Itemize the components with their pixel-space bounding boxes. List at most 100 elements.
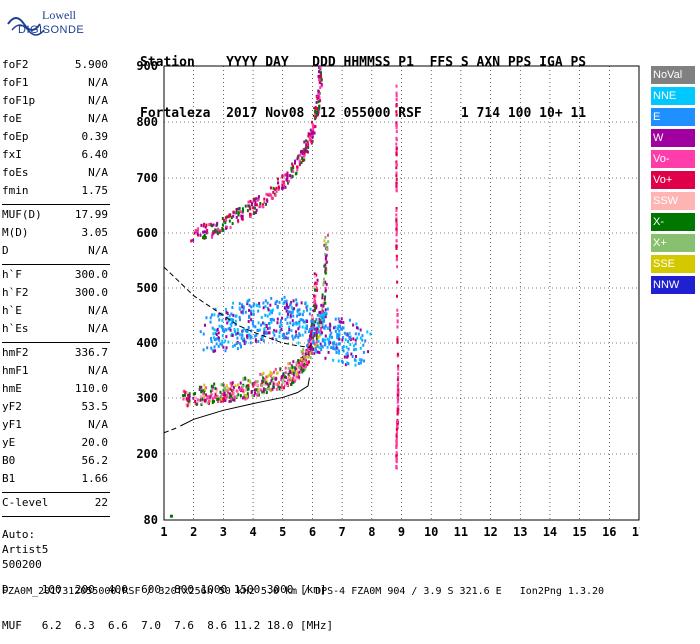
echo-point	[329, 324, 332, 328]
echo-point	[297, 341, 300, 345]
echo-point	[315, 332, 318, 336]
echo-point	[395, 181, 398, 185]
echo-point	[397, 367, 400, 371]
echo-point	[218, 318, 221, 322]
echo-point	[290, 174, 293, 178]
echo-point	[190, 239, 193, 243]
echo-point	[336, 336, 339, 340]
echo-point	[198, 388, 201, 392]
echo-point	[292, 166, 295, 170]
echo-point	[276, 371, 279, 375]
echo-point	[303, 140, 306, 144]
echo-point	[228, 326, 231, 330]
echo-point	[253, 383, 256, 387]
echo-point	[396, 280, 399, 284]
echo-point	[227, 340, 230, 344]
echo-point	[320, 74, 323, 78]
echo-point	[256, 391, 259, 395]
param-row: h`F 300.0	[2, 268, 108, 286]
echo-point	[314, 349, 317, 353]
echo-point	[205, 223, 208, 227]
echo-point	[169, 514, 173, 518]
echo-point	[259, 204, 262, 208]
echo-point	[231, 222, 234, 226]
echo-point	[272, 190, 275, 194]
echo-point	[275, 299, 278, 303]
echo-point	[248, 204, 251, 208]
echo-point	[322, 304, 325, 308]
echo-point	[279, 329, 282, 333]
echo-point	[272, 318, 275, 322]
echo-point	[298, 366, 301, 370]
echo-point	[241, 388, 244, 392]
echo-point	[295, 369, 298, 373]
echo-point	[267, 193, 270, 197]
echo-point	[264, 299, 267, 303]
echo-point	[269, 303, 272, 307]
echo-point	[233, 395, 236, 399]
echo-point	[309, 128, 312, 132]
echo-point	[295, 298, 298, 302]
legend-item-w: W	[651, 129, 695, 147]
echo-point	[292, 337, 295, 341]
echo-point	[319, 81, 322, 85]
echo-point	[395, 206, 398, 210]
echo-point	[284, 371, 287, 375]
echo-point	[316, 321, 319, 325]
echo-point	[244, 310, 247, 314]
echo-point	[269, 186, 272, 190]
echo-point	[194, 402, 197, 406]
echo-point	[225, 389, 228, 393]
echo-point	[291, 319, 294, 323]
echo-point	[241, 384, 244, 388]
echo-point	[396, 320, 399, 324]
param-row: yF2 53.5	[2, 400, 108, 418]
echo-point	[235, 215, 238, 219]
param-value: 300.0	[74, 286, 108, 299]
echo-point	[205, 231, 208, 235]
echo-point	[331, 335, 334, 339]
echo-point	[301, 333, 304, 337]
param-label: M(D)	[2, 226, 29, 239]
echo-point	[232, 210, 235, 214]
echo-point	[265, 331, 268, 335]
echo-point	[198, 385, 201, 389]
echo-point	[249, 334, 252, 338]
param-label: hmF1	[2, 364, 29, 377]
echo-point	[226, 215, 229, 219]
echo-point	[229, 322, 232, 326]
echo-point	[232, 301, 235, 305]
echo-point	[235, 394, 238, 398]
param-row: foEs N/A	[2, 166, 108, 184]
echo-point	[240, 336, 243, 340]
echo-point	[242, 377, 245, 381]
echo-point	[218, 312, 221, 316]
echo-point	[276, 306, 279, 310]
logo-line2: DIGISONDE	[18, 24, 85, 36]
echo-point	[208, 396, 211, 400]
echo-point	[197, 227, 200, 231]
echo-point	[341, 338, 344, 342]
echo-point	[395, 246, 398, 250]
echo-point	[345, 333, 348, 337]
echo-point	[215, 390, 218, 394]
echo-point	[196, 398, 199, 402]
echo-point	[396, 386, 399, 390]
echo-point	[257, 387, 260, 391]
echo-point	[324, 271, 327, 275]
param-row: fxI 6.40	[2, 148, 108, 166]
echo-point	[315, 350, 318, 354]
echo-point	[210, 339, 213, 343]
echo-point	[319, 332, 322, 336]
echo-point	[311, 126, 314, 130]
echo-point	[354, 354, 357, 358]
echo-point	[283, 300, 286, 304]
echo-point	[397, 375, 400, 379]
param-separator	[2, 492, 110, 493]
echo-point	[225, 384, 228, 388]
echo-point	[334, 317, 337, 321]
echo-point	[258, 304, 261, 308]
echo-point	[237, 383, 240, 387]
echo-point	[315, 286, 318, 290]
echo-point	[216, 327, 219, 331]
